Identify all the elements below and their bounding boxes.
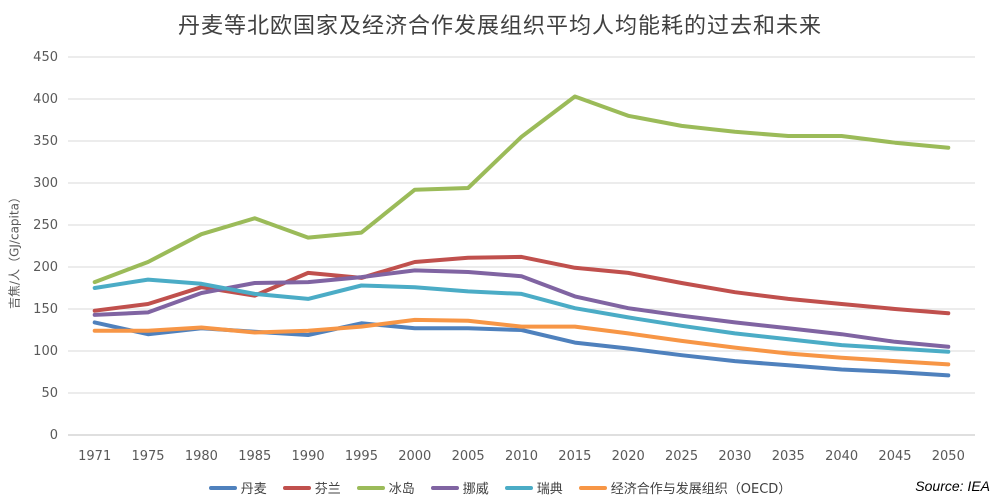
x-tick-label: 1995 — [345, 449, 378, 464]
series-line-2 — [92, 254, 951, 316]
legend-item: 瑞典 — [504, 478, 563, 497]
y-tick-label: 300 — [33, 176, 58, 191]
legend-item: 经济合作与发展组织（OECD） — [578, 478, 792, 497]
x-tick-label: 2025 — [665, 449, 698, 464]
legend-swatch — [578, 485, 607, 490]
series-line-5 — [92, 277, 951, 354]
legend-label: 冰岛 — [388, 482, 415, 497]
series-line-4 — [92, 268, 951, 349]
legend-item: 芬兰 — [282, 478, 341, 497]
x-tick-label: 2015 — [558, 449, 591, 464]
x-tick-label: 2020 — [612, 449, 645, 464]
legend-label: 挪威 — [462, 482, 489, 497]
x-tick-label: 2040 — [825, 449, 858, 464]
y-tick-label: 250 — [33, 218, 58, 233]
chart-title: 丹麦等北欧国家及经济合作发展组织平均人均能耗的过去和未来 — [177, 14, 822, 39]
x-tick-label: 1985 — [238, 449, 271, 464]
y-tick-label: 200 — [33, 260, 58, 275]
legend: 丹麦 芬兰 冰岛 挪威 瑞典 经济合作与发展组织（OECD） — [0, 478, 1000, 497]
legend-label: 经济合作与发展组织（OECD） — [610, 482, 792, 497]
legend-label: 丹麦 — [240, 482, 267, 497]
x-tick-label: 2045 — [878, 449, 911, 464]
x-tick-label: 2035 — [772, 449, 805, 464]
x-tick-label: 1975 — [131, 449, 164, 464]
legend-label: 芬兰 — [314, 482, 341, 497]
y-tick-label: 400 — [33, 92, 58, 107]
legend-swatch — [282, 485, 311, 490]
legend-item: 挪威 — [430, 478, 489, 497]
y-tick-label: 0 — [50, 428, 58, 443]
legend-swatch — [504, 485, 533, 490]
legend-item: 丹麦 — [208, 478, 267, 497]
x-tick-label: 2030 — [718, 449, 751, 464]
x-tick-label: 2050 — [932, 449, 965, 464]
x-tick-label: 1971 — [78, 449, 111, 464]
legend-swatch — [356, 485, 385, 490]
legend-item: 冰岛 — [356, 478, 415, 497]
series-line-6 — [92, 317, 951, 367]
x-tick-label: 2010 — [505, 449, 538, 464]
x-tick-label: 2005 — [452, 449, 485, 464]
y-tick-label: 350 — [33, 134, 58, 149]
legend-swatch — [208, 485, 237, 490]
y-tick-label: 50 — [41, 386, 58, 401]
source-note: Source: IEA — [915, 478, 990, 494]
y-tick-label: 100 — [33, 344, 58, 359]
y-tick-label: 150 — [33, 302, 58, 317]
x-tick-label: 2000 — [398, 449, 431, 464]
x-tick-label: 1980 — [185, 449, 218, 464]
x-tick-label: 1990 — [292, 449, 325, 464]
legend-swatch — [430, 485, 459, 490]
y-tick-label: 450 — [33, 50, 58, 65]
series-line-3 — [92, 94, 951, 285]
legend-label: 瑞典 — [536, 482, 563, 497]
